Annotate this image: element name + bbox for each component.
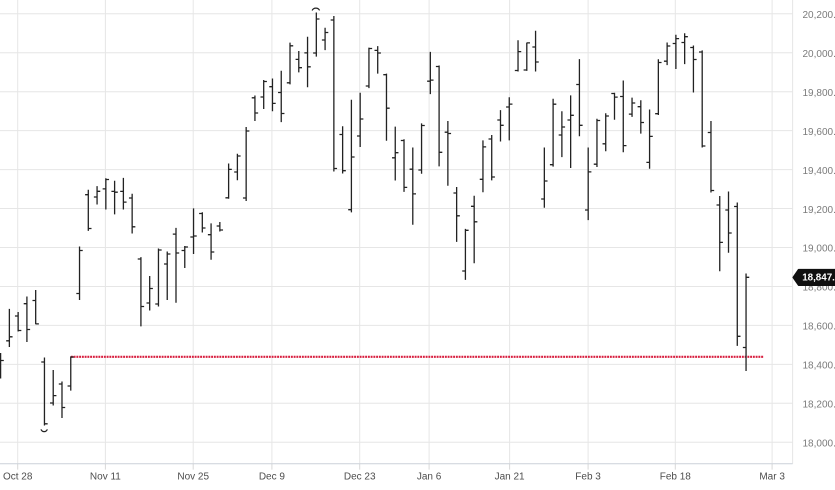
svg-text:Nov 25: Nov 25 [177,471,209,482]
svg-text:19,400.: 19,400. [803,166,835,177]
svg-text:18,847.2: 18,847.2 [802,272,835,283]
svg-text:Nov 11: Nov 11 [90,471,121,482]
svg-text:Jan 6: Jan 6 [417,471,442,482]
svg-text:Dec 9: Dec 9 [259,471,286,482]
svg-text:18,600.: 18,600. [803,322,835,333]
svg-text:19,800.: 19,800. [803,88,835,99]
svg-text:18,200.: 18,200. [803,400,835,411]
svg-text:Feb 18: Feb 18 [660,471,692,482]
svg-text:Oct 28: Oct 28 [3,471,33,482]
svg-text:19,600.: 19,600. [803,127,835,138]
svg-text:19,000.: 19,000. [803,244,835,255]
svg-text:18,400.: 18,400. [803,361,835,372]
svg-text:20,200.: 20,200. [803,10,835,21]
svg-text:Dec 23: Dec 23 [344,471,376,482]
svg-text:Jan 21: Jan 21 [495,471,525,482]
svg-text:Feb 3: Feb 3 [575,471,601,482]
svg-text:Mar 3: Mar 3 [759,471,785,482]
svg-text:19,200.: 19,200. [803,205,835,216]
svg-text:18,000.: 18,000. [803,438,835,449]
svg-text:20,000.: 20,000. [803,49,835,60]
